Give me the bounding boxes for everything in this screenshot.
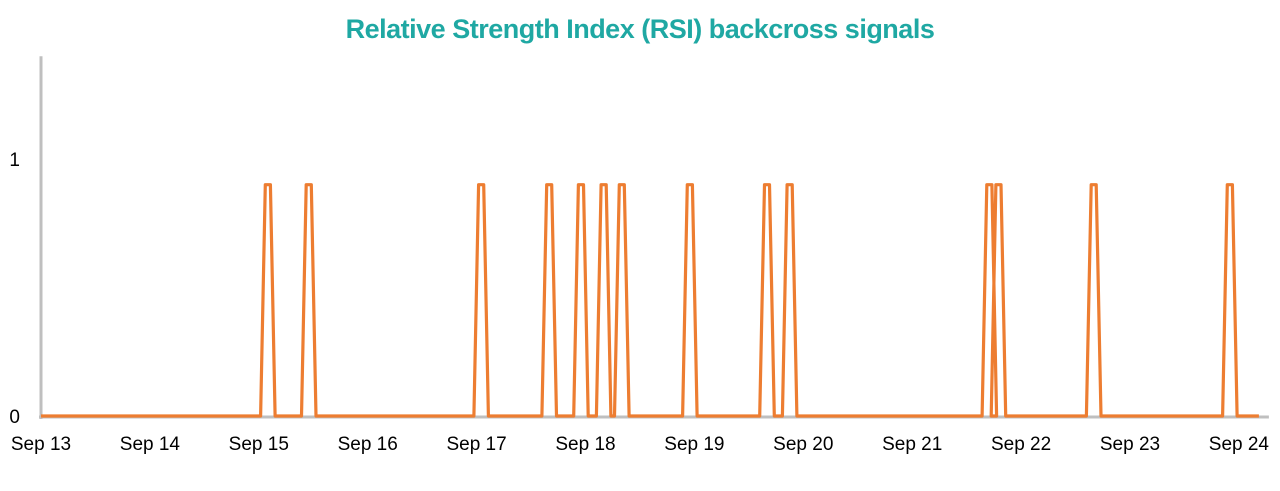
x-tick-label: Sep 24 [1209,434,1270,455]
series-line [41,183,1259,418]
y-tick-label: 0 [9,407,20,428]
x-tick-label: Sep 22 [991,434,1051,455]
x-tick-label: Sep 19 [664,434,724,455]
axes [39,56,1269,419]
x-tick-label: Sep 13 [11,434,71,455]
chart-title: Relative Strength Index (RSI) backcross … [345,14,935,44]
tick-layer: Sep 13 Sep 14 Sep 15 Sep 16 Sep 17 Sep 18 Sep … [9,150,1269,455]
y-tick-label: 1 [9,150,20,171]
x-tick-label: Sep 21 [882,434,942,455]
x-tick-label: Sep 17 [446,434,506,455]
x-tick-label: Sep 23 [1100,434,1160,455]
x-tick-label: Sep 14 [120,434,181,455]
x-tick-label: Sep 18 [555,434,615,455]
series-layer [41,183,1259,418]
x-tick-label: Sep 15 [229,434,289,455]
x-tick-label: Sep 20 [773,434,833,455]
x-tick-label: Sep 16 [338,434,398,455]
